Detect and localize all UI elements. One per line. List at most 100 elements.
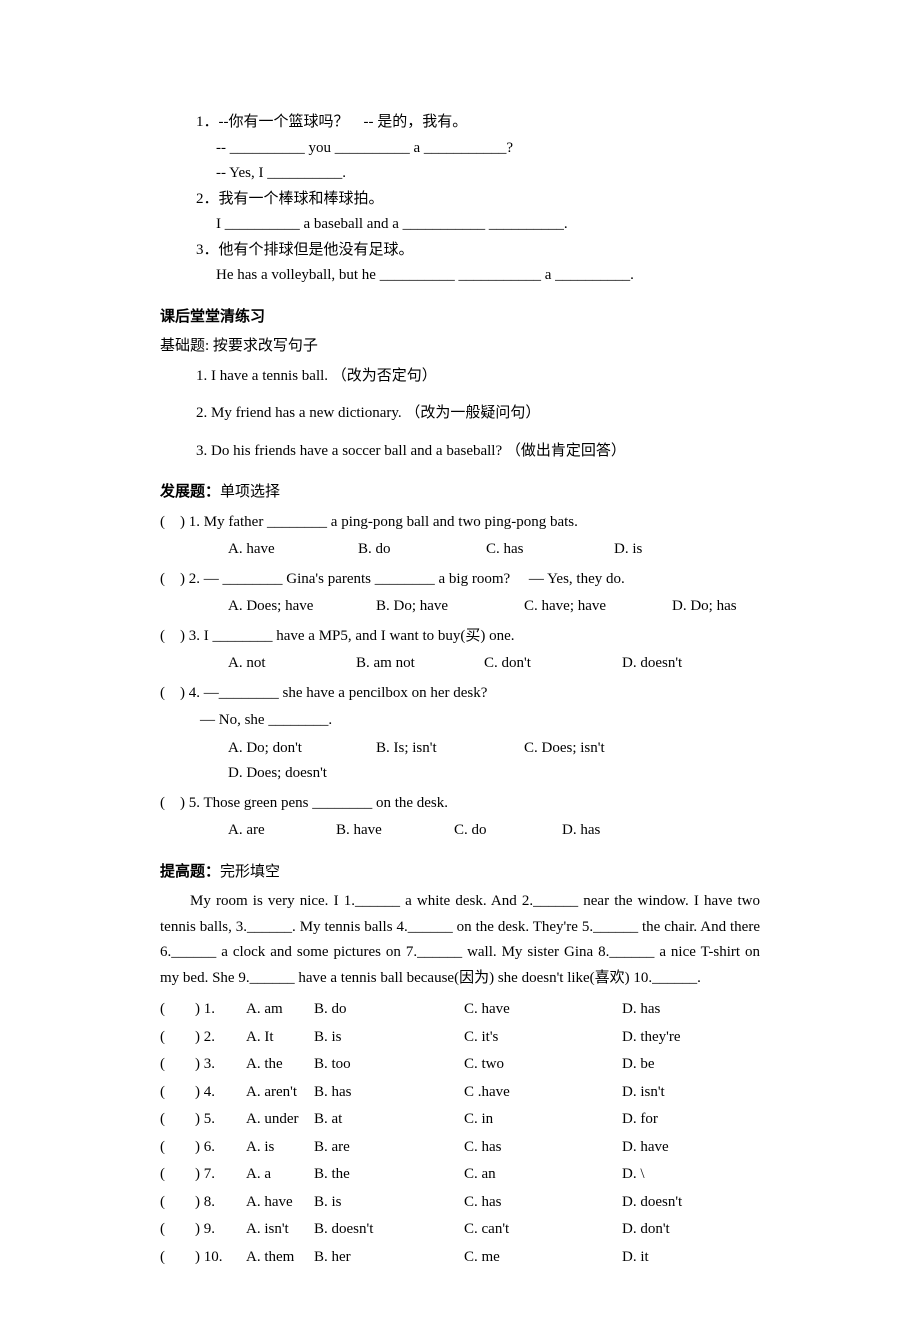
opt-c: C. can't xyxy=(464,1217,622,1243)
q-num: ( ) 2. xyxy=(160,571,200,587)
dev-title: 发展题：单项选择 xyxy=(160,480,760,506)
cloze-row-7: ( ) 7.A. aB. theC. anD. \ xyxy=(160,1162,760,1188)
translate-item-3: 3．他有个排球但是他没有足球。 xyxy=(180,238,760,264)
opt-d: D. don't xyxy=(622,1217,742,1243)
cloze-row-10: ( ) 10.A. themB. herC. meD. it xyxy=(160,1245,760,1271)
translate-item-2-en-0: I __________ a baseball and a __________… xyxy=(160,212,760,238)
q-stem: Those green pens ________ on the desk. xyxy=(203,795,448,811)
opt-d: D. doesn't xyxy=(622,1190,742,1216)
opt-c: C. has xyxy=(464,1190,622,1216)
opt-a: A. are xyxy=(228,818,336,844)
cloze-title: 提高题：完形填空 xyxy=(160,860,760,886)
translate-item-1-en-0: -- __________ you __________ a _________… xyxy=(160,136,760,162)
opt-d: D. it xyxy=(622,1245,742,1271)
opt-c: C. has xyxy=(486,537,614,563)
opt-a: A. aren't xyxy=(246,1080,314,1106)
row-num: ( ) 10. xyxy=(160,1245,246,1271)
opt-a: A. Do; don't xyxy=(228,736,376,762)
translate-item-1: 1．--你有一个篮球吗？ -- 是的，我有。 xyxy=(180,110,760,136)
dev-q4-extra: — No, she ________. xyxy=(160,708,760,734)
dev-q1: ( ) 1. My father ________ a ping-pong ba… xyxy=(160,510,760,536)
opt-b: B. has xyxy=(314,1080,464,1106)
cloze-row-1: ( ) 1.A. amB. doC. haveD. has xyxy=(160,997,760,1023)
dev-q2-opts: A. Does; haveB. Do; haveC. have; haveD. … xyxy=(160,594,760,620)
opt-a: A. am xyxy=(246,997,314,1023)
opt-a: A. the xyxy=(246,1052,314,1078)
dev-q5: ( ) 5. Those green pens ________ on the … xyxy=(160,791,760,817)
cn-text: --你有一个篮球吗？ -- 是的，我有。 xyxy=(219,114,468,130)
num: 3． xyxy=(196,242,219,258)
cloze-row-9: ( ) 9.A. isn'tB. doesn'tC. can'tD. don't xyxy=(160,1217,760,1243)
cloze-paragraph: My room is very nice. I 1.______ a white… xyxy=(160,889,760,991)
opt-a: A. under xyxy=(246,1107,314,1133)
translate-item-3-en-0: He has a volleyball, but he __________ _… xyxy=(160,263,760,289)
cloze-row-8: ( ) 8.A. haveB. isC. hasD. doesn't xyxy=(160,1190,760,1216)
opt-b: B. are xyxy=(314,1135,464,1161)
opt-c: C. has xyxy=(464,1135,622,1161)
opt-c: C. have; have xyxy=(524,594,672,620)
dev-title-strong: 发展题： xyxy=(160,484,220,500)
dev-q4: ( ) 4. —________ she have a pencilbox on… xyxy=(160,681,760,707)
opt-d: D. doesn't xyxy=(622,651,682,677)
translate-block: 1．--你有一个篮球吗？ -- 是的，我有。 -- __________ you… xyxy=(160,110,760,289)
opt-d: D. Do; has xyxy=(672,594,737,620)
dev-q1-opts: A. haveB. doC. hasD. is xyxy=(160,537,760,563)
opt-b: B. is xyxy=(314,1190,464,1216)
opt-c: C. do xyxy=(454,818,562,844)
opt-c: C .have xyxy=(464,1080,622,1106)
opt-a: A. not xyxy=(228,651,356,677)
dev-q5-opts: A. areB. haveC. doD. has xyxy=(160,818,760,844)
opt-b: B. is xyxy=(314,1025,464,1051)
opt-d: D. Does; doesn't xyxy=(228,761,327,787)
opt-a: A. have xyxy=(228,537,358,563)
opt-a: A. a xyxy=(246,1162,314,1188)
cloze-options-table: ( ) 1.A. amB. doC. haveD. has ( ) 2.A. I… xyxy=(160,997,760,1270)
opt-b: B. doesn't xyxy=(314,1217,464,1243)
opt-c: C. an xyxy=(464,1162,622,1188)
opt-d: D. for xyxy=(622,1107,742,1133)
cloze-row-6: ( ) 6.A. isB. areC. hasD. have xyxy=(160,1135,760,1161)
opt-b: B. Is; isn't xyxy=(376,736,524,762)
basic-item-1: 1. I have a tennis ball. （改为否定句） xyxy=(160,364,760,390)
opt-b: B. her xyxy=(314,1245,464,1271)
section-post-title: 课后堂堂清练习 xyxy=(160,305,760,331)
cn-text: 我有一个棒球和棒球拍。 xyxy=(219,191,384,207)
opt-a: A. isn't xyxy=(246,1217,314,1243)
cloze-row-5: ( ) 5.A. underB. atC. inD. for xyxy=(160,1107,760,1133)
opt-c: C. it's xyxy=(464,1025,622,1051)
opt-d: D. is xyxy=(614,537,642,563)
opt-d: D. \ xyxy=(622,1162,742,1188)
q-num: ( ) 3. xyxy=(160,628,200,644)
dev-questions: ( ) 1. My father ________ a ping-pong ba… xyxy=(160,510,760,844)
row-num: ( ) 9. xyxy=(160,1217,246,1243)
row-num: ( ) 4. xyxy=(160,1080,246,1106)
cloze-title-rest: 完形填空 xyxy=(220,864,280,880)
cn-text: 他有个排球但是他没有足球。 xyxy=(219,242,414,258)
opt-d: D. have xyxy=(622,1135,742,1161)
num: 1． xyxy=(196,114,219,130)
opt-b: B. Do; have xyxy=(376,594,524,620)
basic-item-3: 3. Do his friends have a soccer ball and… xyxy=(160,439,760,465)
opt-a: A. It xyxy=(246,1025,314,1051)
row-num: ( ) 3. xyxy=(160,1052,246,1078)
cloze-row-2: ( ) 2.A. ItB. isC. it'sD. they're xyxy=(160,1025,760,1051)
opt-a: A. is xyxy=(246,1135,314,1161)
opt-c: C. me xyxy=(464,1245,622,1271)
q-num: ( ) 5. xyxy=(160,795,200,811)
opt-d: D. has xyxy=(562,818,600,844)
row-num: ( ) 6. xyxy=(160,1135,246,1161)
num: 2． xyxy=(196,191,219,207)
q-num: ( ) 4. xyxy=(160,685,200,701)
q-num: ( ) 1. xyxy=(160,514,200,530)
opt-c: C. don't xyxy=(484,651,622,677)
opt-b: B. at xyxy=(314,1107,464,1133)
opt-d: D. isn't xyxy=(622,1080,742,1106)
opt-b: B. the xyxy=(314,1162,464,1188)
dev-title-rest: 单项选择 xyxy=(220,484,280,500)
row-num: ( ) 8. xyxy=(160,1190,246,1216)
opt-a: A. them xyxy=(246,1245,314,1271)
cloze-row-3: ( ) 3.A. theB. tooC. twoD. be xyxy=(160,1052,760,1078)
q-stem: —________ she have a pencilbox on her de… xyxy=(204,685,488,701)
row-num: ( ) 5. xyxy=(160,1107,246,1133)
opt-c: C. have xyxy=(464,997,622,1023)
